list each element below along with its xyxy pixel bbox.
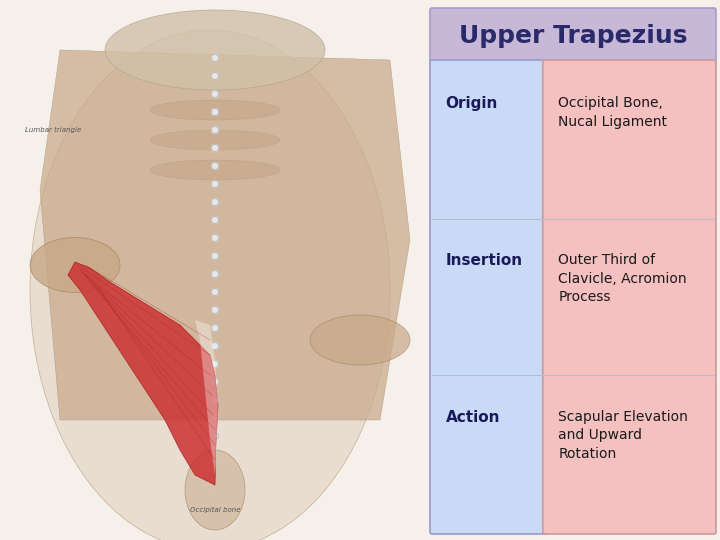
Text: Occipital Bone,
Nucal Ligament: Occipital Bone, Nucal Ligament: [558, 97, 667, 129]
Ellipse shape: [150, 100, 280, 120]
Circle shape: [212, 145, 218, 152]
Ellipse shape: [185, 450, 245, 530]
Text: Occipital bone: Occipital bone: [190, 507, 240, 513]
Polygon shape: [68, 262, 218, 485]
Circle shape: [212, 199, 218, 206]
Circle shape: [212, 342, 218, 349]
Circle shape: [212, 126, 218, 133]
Circle shape: [212, 487, 218, 494]
Circle shape: [212, 55, 218, 62]
Polygon shape: [195, 320, 218, 475]
Circle shape: [212, 72, 218, 79]
Circle shape: [212, 433, 218, 440]
Circle shape: [212, 217, 218, 224]
Circle shape: [212, 379, 218, 386]
Circle shape: [212, 271, 218, 278]
Text: Outer Third of
Clavicle, Acromion
Process: Outer Third of Clavicle, Acromion Proces…: [558, 253, 687, 304]
Circle shape: [212, 91, 218, 98]
Circle shape: [212, 415, 218, 422]
FancyBboxPatch shape: [430, 8, 716, 64]
Circle shape: [212, 325, 218, 332]
Text: Scapular Elevation
and Upward
Rotation: Scapular Elevation and Upward Rotation: [558, 410, 688, 461]
Circle shape: [212, 396, 218, 403]
Circle shape: [212, 307, 218, 314]
Ellipse shape: [30, 238, 120, 293]
Circle shape: [212, 361, 218, 368]
FancyBboxPatch shape: [430, 60, 546, 534]
Circle shape: [212, 163, 218, 170]
Circle shape: [212, 180, 218, 187]
FancyBboxPatch shape: [543, 60, 716, 534]
Polygon shape: [40, 50, 410, 420]
Ellipse shape: [310, 315, 410, 365]
Text: Action: Action: [446, 410, 500, 425]
Circle shape: [212, 288, 218, 295]
Text: Insertion: Insertion: [446, 253, 523, 268]
Circle shape: [212, 450, 218, 457]
Text: Origin: Origin: [446, 97, 498, 111]
Text: Lumbar triangle: Lumbar triangle: [25, 127, 81, 133]
Ellipse shape: [30, 30, 390, 540]
Circle shape: [212, 109, 218, 116]
Ellipse shape: [150, 130, 280, 150]
Circle shape: [212, 234, 218, 241]
Ellipse shape: [105, 10, 325, 90]
Ellipse shape: [150, 160, 280, 180]
Circle shape: [212, 469, 218, 476]
Circle shape: [212, 253, 218, 260]
Text: Upper Trapezius: Upper Trapezius: [459, 24, 688, 48]
